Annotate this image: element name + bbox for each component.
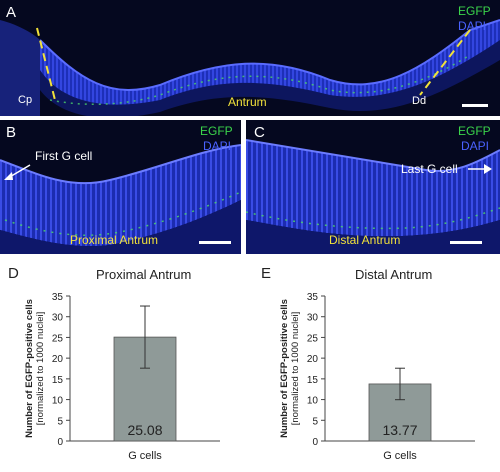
panel-a-tissue <box>0 19 500 116</box>
panel-b-egfp-label: EGFP <box>200 124 233 138</box>
chart-e: 0 5 10 15 20 25 30 35 Number of EGFP-positive ce… <box>279 292 475 462</box>
panel-b-micrograph: B EGFP DAPI First G cell Proximal Antrum <box>0 120 241 254</box>
panel-b-dapi-label: DAPI <box>203 139 232 153</box>
chart-e-title: Distal Antrum <box>355 267 433 282</box>
panel-e-letter: E <box>261 265 272 282</box>
chart-d-y-tick-label: 15 <box>52 375 64 386</box>
panel-b-annotation: First G cell <box>35 149 93 163</box>
chart-d-y-tick-label: 5 <box>57 416 63 427</box>
chart-d-value-label: 25.08 <box>127 422 162 438</box>
chart-d-y-tick-label: 20 <box>52 354 64 365</box>
chart-d-y-label-2: [normalized to 1000 nuclei] <box>35 312 46 426</box>
chart-d-category-label: G cells <box>128 450 162 462</box>
panel-c-scale-bar <box>450 241 482 244</box>
panel-a-egfp-label: EGFP <box>458 4 491 18</box>
panel-c-annotation: Last G cell <box>401 162 458 176</box>
panel-a-region-label: Antrum <box>228 95 267 109</box>
panel-c-letter: C <box>254 124 265 141</box>
chart-e-y-tick-label: 30 <box>307 313 319 324</box>
chart-e-y-tick-label: 0 <box>312 437 318 448</box>
panel-b-region-label: Proximal Antrum <box>70 233 159 247</box>
panel-b-scale-bar <box>199 241 231 244</box>
chart-e-y-label-2: [normalized to 1000 nuclei] <box>290 312 301 426</box>
panel-a-dd-label: Dd <box>412 95 427 107</box>
chart-e-category-label: G cells <box>383 450 417 462</box>
chart-d-title: Proximal Antrum <box>96 267 192 282</box>
chart-e-y-tick-label: 25 <box>307 333 319 344</box>
chart-e-y-tick-label: 35 <box>307 292 319 303</box>
panel-c-egfp-label: EGFP <box>458 124 491 138</box>
chart-e-value-label: 13.77 <box>382 422 417 438</box>
chart-e-y-tick-label: 20 <box>307 354 319 365</box>
chart-d-y-tick-label: 0 <box>57 437 63 448</box>
chart-d-y-tick-label: 30 <box>52 313 64 324</box>
panel-b-tissue <box>0 144 241 254</box>
chart-d: 0 5 10 15 20 25 30 35 Number of EGFP-positive ce… <box>24 292 220 462</box>
panel-c-region-label: Distal Antrum <box>329 233 401 247</box>
chart-d-y-label: Number of EGFP-positive cells <box>24 299 35 438</box>
panel-a-dapi-label: DAPI <box>458 19 487 33</box>
panel-c-dapi-label: DAPI <box>461 139 490 153</box>
panel-a-letter: A <box>6 4 17 21</box>
panel-a-micrograph: A EGFP DAPI Cp Antrum Dd <box>0 0 500 116</box>
chart-d-y-tick-label: 35 <box>52 292 64 303</box>
chart-e-y-tick-label: 10 <box>307 396 319 407</box>
panel-a-scale-bar <box>462 104 488 107</box>
chart-e-y-label: Number of EGFP-positive cells <box>279 299 290 438</box>
chart-d-y-tick-label: 25 <box>52 333 64 344</box>
chart-d-y-tick-label: 10 <box>52 396 64 407</box>
panel-a-cp-label: Cp <box>18 94 33 106</box>
panel-c-tissue <box>246 139 500 254</box>
chart-e-y-tick-label: 5 <box>312 416 318 427</box>
chart-e-y-tick-label: 15 <box>307 375 319 386</box>
panel-b-letter: B <box>6 124 17 141</box>
panel-c-micrograph: C EGFP DAPI Last G cell Distal Antrum <box>246 120 500 254</box>
panel-d-letter: D <box>8 265 19 282</box>
